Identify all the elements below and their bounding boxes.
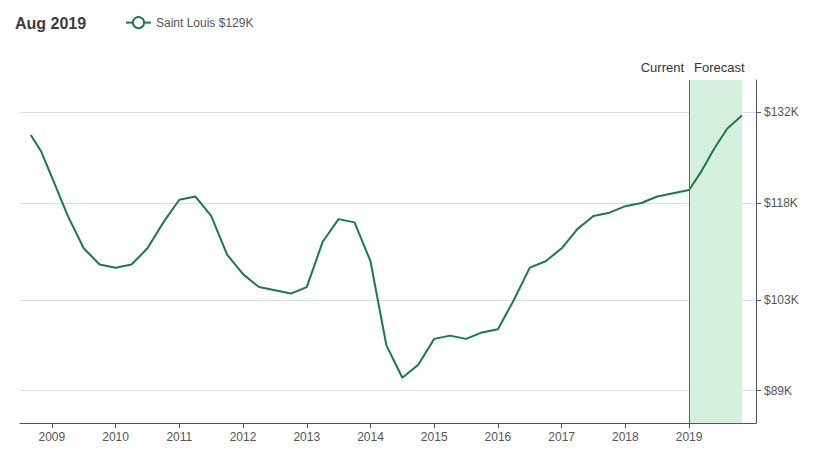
- svg-text:$118K: $118K: [764, 196, 798, 210]
- svg-text:2011: 2011: [166, 430, 192, 444]
- svg-text:$89K: $89K: [764, 384, 792, 398]
- svg-text:$103K: $103K: [764, 293, 799, 307]
- svg-text:2015: 2015: [421, 430, 448, 444]
- svg-text:2010: 2010: [102, 430, 129, 444]
- svg-text:Forecast: Forecast: [694, 60, 745, 75]
- svg-text:2009: 2009: [39, 430, 66, 444]
- svg-text:Current: Current: [641, 60, 685, 75]
- svg-text:Aug 2019: Aug 2019: [15, 15, 86, 32]
- svg-text:2017: 2017: [548, 430, 575, 444]
- svg-text:Saint Louis $129K: Saint Louis $129K: [156, 16, 253, 30]
- svg-text:$132K: $132K: [764, 105, 799, 119]
- svg-text:2012: 2012: [230, 430, 257, 444]
- svg-text:2013: 2013: [293, 430, 320, 444]
- svg-text:2018: 2018: [612, 430, 639, 444]
- svg-text:2014: 2014: [357, 430, 384, 444]
- svg-text:2016: 2016: [485, 430, 512, 444]
- svg-text:2019: 2019: [676, 430, 703, 444]
